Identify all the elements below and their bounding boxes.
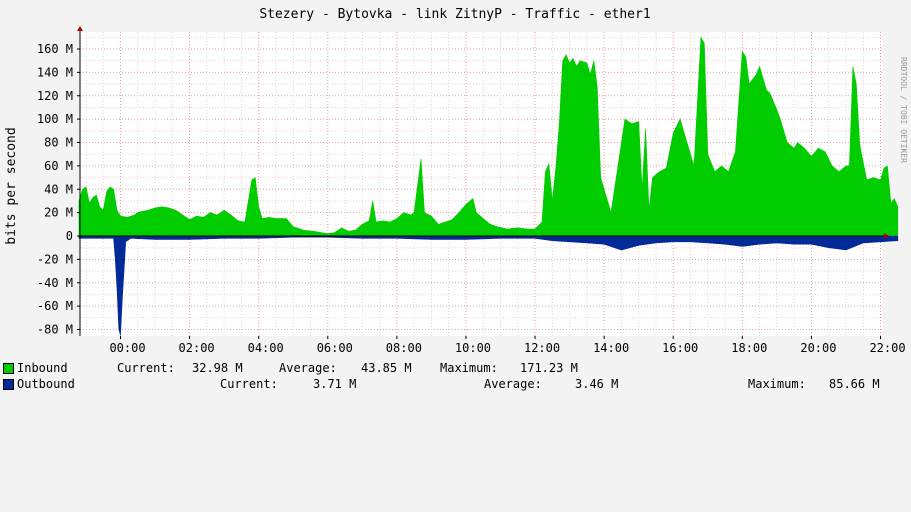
outbound-current-label: Current:	[220, 377, 278, 391]
outbound-swatch	[3, 379, 14, 390]
outbound-name: Outbound	[17, 377, 75, 391]
x-tick-label: 02:00	[179, 341, 215, 355]
y-tick-label: 80 M	[44, 136, 73, 150]
outbound-average-value: 3.46 M	[575, 377, 619, 391]
inbound-name: Inbound	[17, 361, 68, 375]
legend-inbound: Inbound Current: 32.98 M Average: 43.85 …	[3, 361, 578, 376]
x-tick-label: 08:00	[386, 341, 422, 355]
inbound-current-label: Current:	[117, 361, 175, 375]
watermark: RRDTOOL / TOBI OETIKER	[899, 57, 908, 163]
y-tick-label: -80 M	[37, 323, 73, 337]
x-tick-label: 20:00	[800, 341, 836, 355]
inbound-current-value: 32.98 M	[192, 361, 243, 375]
axis-labels: 160 M 140 M 120 M 100 M 80 M 60 M 40 M 20 M 0 -20…	[37, 42, 906, 355]
y-tick-label: 140 M	[37, 65, 73, 79]
legend-outbound: Outbound Current: 3.71 M Average: 3.46 M…	[3, 377, 880, 392]
x-tick-label: 00:00	[109, 341, 145, 355]
outbound-maximum-label: Maximum:	[748, 377, 806, 391]
outbound-current-value: 3.71 M	[313, 377, 357, 391]
y-tick-label: 40 M	[44, 182, 73, 196]
y-tick-label: 120 M	[37, 89, 73, 103]
y-tick-label: 20 M	[44, 206, 73, 220]
y-tick-label: -20 M	[37, 252, 73, 266]
y-tick-label: -40 M	[37, 276, 73, 290]
x-tick-label: 16:00	[662, 341, 698, 355]
x-tick-label: 06:00	[317, 341, 353, 355]
y-tick-label: 0	[66, 229, 73, 243]
y-tick-label: 160 M	[37, 42, 73, 56]
x-tick-label: 10:00	[455, 341, 491, 355]
x-tick-label: 18:00	[731, 341, 767, 355]
axes	[77, 26, 889, 339]
chart-title: Stezery - Bytovka - link ZitnyP - Traffi…	[259, 7, 650, 22]
x-tick-label: 22:00	[869, 341, 905, 355]
x-tick-label: 14:00	[593, 341, 629, 355]
y-axis-arrow	[77, 26, 83, 31]
y-axis-label: bits per second	[4, 127, 19, 244]
outbound-average-label: Average:	[484, 377, 542, 391]
y-tick-label: 60 M	[44, 159, 73, 173]
series-area-outbound	[78, 235, 899, 336]
y-tick-label: -60 M	[37, 299, 73, 313]
inbound-average-label: Average:	[279, 361, 337, 375]
inbound-maximum-label: Maximum:	[440, 361, 498, 375]
inbound-average-value: 43.85 M	[361, 361, 412, 375]
y-tick-label: 100 M	[37, 112, 73, 126]
x-tick-label: 04:00	[248, 341, 284, 355]
inbound-swatch	[3, 363, 14, 374]
outbound-maximum-value: 85.66 M	[829, 377, 880, 391]
series-areas	[78, 36, 899, 336]
x-tick-label: 12:00	[524, 341, 560, 355]
traffic-chart: 160 M 140 M 120 M 100 M 80 M 60 M 40 M 20 M 0 -20…	[4, 7, 908, 355]
series-area-inbound	[78, 36, 899, 237]
x-axis-arrow	[884, 233, 889, 239]
inbound-maximum-value: 171.23 M	[520, 361, 578, 375]
